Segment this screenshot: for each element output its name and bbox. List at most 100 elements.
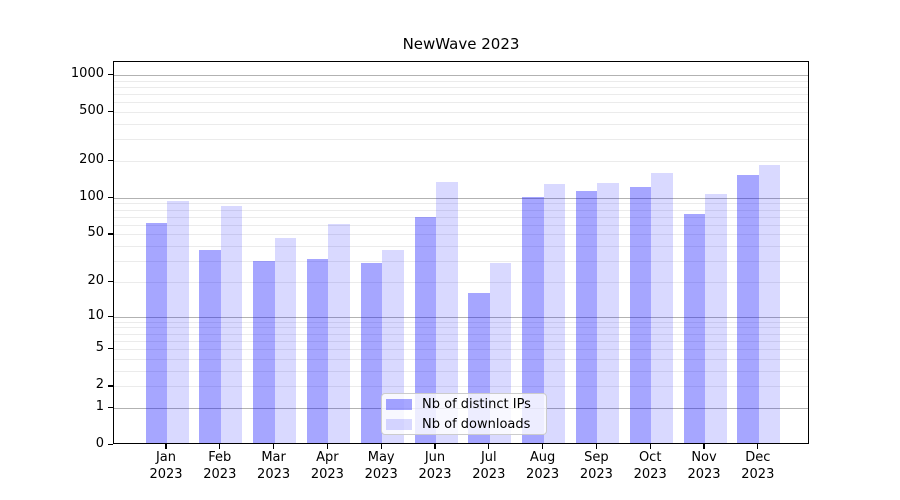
minor-gridline (114, 216, 808, 218)
y-tick-label: 1000 (70, 66, 104, 81)
bar-distinct-ips-apr (306, 259, 329, 443)
y-tick-label: 0 (95, 436, 104, 451)
bar-downloads-jun (436, 181, 458, 443)
bar-downloads-dec (758, 165, 781, 443)
x-axis-tick (541, 444, 544, 449)
minor-gridline (114, 321, 808, 323)
x-tick-month: May (367, 450, 395, 465)
y-axis-tick (108, 406, 113, 409)
minor-gridline (114, 234, 808, 236)
x-tick-label: Nov 2023 (672, 450, 736, 483)
x-tick-year: 2023 (364, 466, 398, 482)
y-tick-label: 2 (95, 377, 104, 393)
x-tick-label: Oct 2023 (618, 450, 682, 483)
bar-downloads-feb (220, 205, 243, 443)
x-tick-label: Jul 2023 (457, 450, 521, 483)
x-tick-year: 2023 (149, 466, 183, 482)
y-axis-tick (108, 196, 113, 199)
bar-distinct-ips-dec (737, 174, 759, 443)
bar-downloads-jan (167, 200, 189, 443)
bar-distinct-ips-aug (522, 196, 544, 443)
minor-gridline (114, 349, 808, 351)
minor-gridline (114, 139, 808, 141)
x-tick-month: Jan (155, 450, 177, 465)
y-tick-label: 5 (95, 340, 104, 356)
bar-downloads-mar (274, 237, 297, 443)
minor-gridline (114, 160, 808, 162)
minor-gridline (114, 340, 808, 342)
bar-distinct-ips-jun (414, 216, 436, 443)
bar-downloads-oct (651, 172, 673, 443)
y-tick-label: 500 (79, 103, 104, 119)
y-tick-label: 100 (79, 188, 104, 204)
x-tick-month: Mar (261, 450, 286, 465)
x-tick-month: Oct (638, 450, 662, 465)
x-tick-year: 2023 (203, 466, 237, 482)
minor-gridline (114, 209, 808, 211)
y-tick-label: 200 (79, 151, 104, 167)
minor-gridline (114, 333, 808, 335)
y-axis-tick (108, 159, 113, 162)
y-tick-label: 50 (87, 225, 104, 241)
y-axis-tick (108, 233, 113, 235)
minor-gridline (114, 86, 808, 88)
x-axis-tick (595, 444, 598, 449)
x-axis-tick (326, 444, 329, 449)
bar-distinct-ips-may (360, 262, 383, 443)
minor-gridline (114, 281, 808, 283)
y-tick-label: 10 (87, 307, 104, 323)
x-tick-month: Jun (424, 450, 446, 465)
minor-gridline (114, 123, 808, 125)
x-tick-month: Jul (480, 450, 497, 465)
y-axis-tick (108, 348, 113, 350)
bar-distinct-ips-oct (629, 186, 652, 443)
x-tick-year: 2023 (472, 466, 506, 482)
bar-downloads-apr (328, 223, 350, 443)
x-tick-year: 2023 (741, 466, 775, 482)
y-axis-tick (108, 385, 113, 387)
minor-gridline (114, 102, 808, 104)
x-tick-month: Sep (584, 450, 609, 465)
x-axis-tick (649, 444, 651, 449)
x-tick-label: Mar 2023 (242, 450, 306, 483)
x-tick-month: Aug (529, 450, 556, 465)
x-tick-month: Dec (745, 450, 771, 465)
x-tick-year: 2023 (633, 466, 667, 482)
bar-downloads-aug (543, 183, 566, 443)
x-axis-tick (219, 444, 221, 449)
major-gridline (114, 75, 808, 76)
minor-gridline (114, 224, 808, 226)
legend-swatch-distinct-ips (386, 398, 412, 410)
minor-gridline (114, 261, 808, 263)
x-tick-label: Feb 2023 (188, 450, 252, 483)
y-axis-tick (108, 74, 113, 76)
x-axis-tick (703, 444, 705, 449)
x-tick-label: Apr 2023 (295, 450, 359, 483)
x-axis-tick (380, 444, 382, 449)
y-axis-tick (108, 111, 113, 113)
major-gridline (114, 316, 808, 318)
x-tick-year: 2023 (526, 466, 560, 482)
y-tick-label: 20 (87, 272, 104, 288)
minor-gridline (114, 327, 808, 329)
minor-gridline (114, 358, 808, 360)
x-axis-tick (488, 444, 490, 449)
x-axis-tick (434, 444, 436, 449)
legend-item-downloads: Nb of downloads (386, 416, 546, 433)
bar-distinct-ips-jan (145, 223, 167, 443)
chart-title: NewWave 2023 (402, 35, 520, 53)
bar-distinct-ips-feb (199, 250, 221, 443)
legend: Nb of distinct IPs Nb of downloads (381, 393, 547, 435)
x-axis-tick (165, 444, 167, 449)
bar-distinct-ips-nov (683, 213, 705, 443)
x-axis-tick (757, 444, 759, 449)
x-tick-year: 2023 (310, 466, 344, 482)
x-tick-month: Apr (316, 450, 339, 465)
bar-distinct-ips-mar (253, 261, 275, 443)
minor-gridline (114, 370, 808, 372)
x-tick-label: May 2023 (349, 450, 413, 483)
x-tick-label: Jan 2023 (134, 450, 198, 483)
y-tick-label: 1 (95, 398, 104, 414)
x-tick-label: Aug 2023 (511, 450, 575, 483)
